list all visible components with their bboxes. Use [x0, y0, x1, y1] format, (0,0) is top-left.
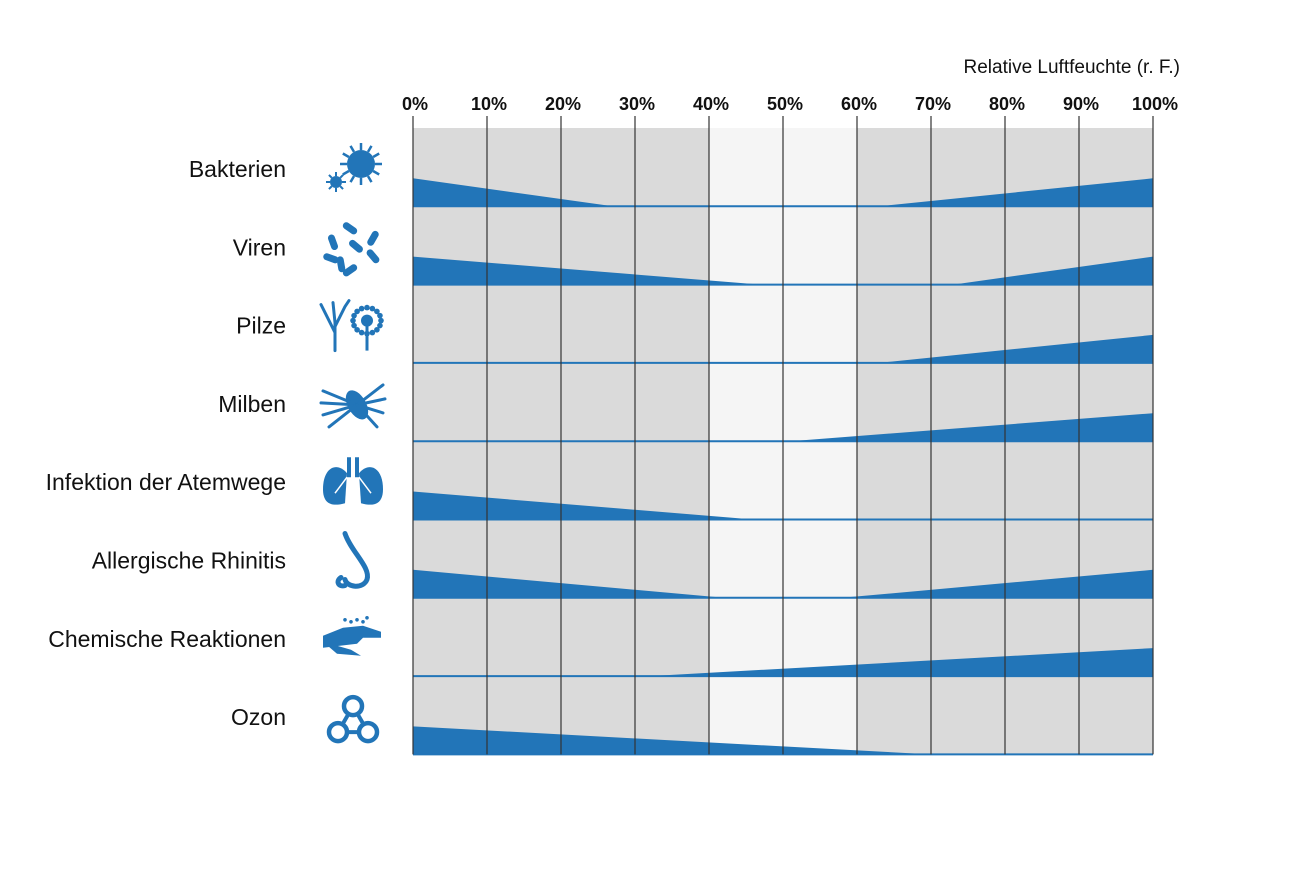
x-tick-label: 70%: [915, 94, 951, 114]
x-tick-label: 50%: [767, 94, 803, 114]
x-tick-label: 0%: [402, 94, 428, 114]
row-label: Ozon: [231, 704, 286, 730]
risk-area-8: [413, 726, 1153, 755]
row-icons: [319, 143, 387, 744]
x-tick-label: 60%: [841, 94, 877, 114]
risk-area-1: [413, 178, 1153, 207]
x-tick-label: 100%: [1132, 94, 1178, 114]
gridlines: [412, 116, 1154, 755]
x-tick-label: 20%: [545, 94, 581, 114]
x-tick-label: 80%: [989, 94, 1025, 114]
risk-area-2: [413, 256, 1153, 285]
ozone-molecule-icon: [326, 694, 380, 744]
virus-icon: [323, 222, 380, 277]
risk-area-3: [413, 334, 1153, 363]
hand-chemical-icon: [323, 616, 381, 656]
row-label: Pilze: [236, 313, 286, 339]
row-label: Infektion der Atemwege: [46, 469, 286, 495]
x-tick-labels: 0% 10% 20% 30% 40% 50% 60% 70% 80% 90% 100%: [402, 94, 1178, 114]
row-labels: Bakterien Viren Pilze Milben Infektion der A…: [46, 156, 286, 730]
fungi-icon: [319, 299, 384, 353]
row-label: Allergische Rhinitis: [92, 548, 286, 574]
risk-area-7: [413, 648, 1153, 677]
x-tick-label: 10%: [471, 94, 507, 114]
risk-area-4: [413, 413, 1153, 442]
row-label: Bakterien: [189, 156, 286, 182]
x-axis-title: Relative Luftfeuchte (r. F.): [964, 57, 1181, 78]
mite-icon: [319, 383, 387, 429]
x-tick-label: 90%: [1063, 94, 1099, 114]
row-label: Chemische Reaktionen: [48, 626, 286, 652]
lungs-icon: [323, 457, 383, 505]
risk-area-5: [413, 491, 1153, 520]
risk-area-6: [413, 569, 1153, 598]
row-label: Milben: [218, 391, 286, 417]
x-tick-label: 40%: [693, 94, 729, 114]
x-tick-label: 30%: [619, 94, 655, 114]
bacteria-icon: [326, 143, 382, 192]
row-label: Viren: [233, 234, 286, 260]
nose-icon: [335, 531, 370, 589]
